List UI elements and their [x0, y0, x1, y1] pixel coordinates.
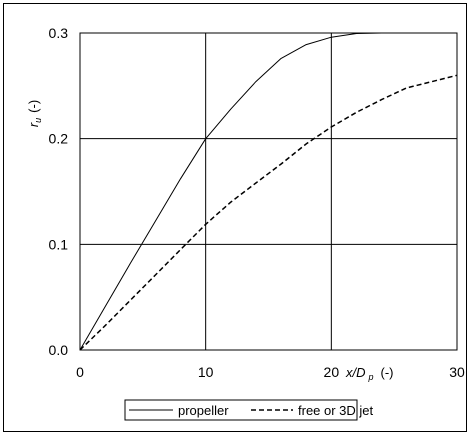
y-tick-label: 0.0 — [49, 342, 69, 358]
y-tick-label: 0.2 — [49, 131, 69, 147]
x-axis-label-main: x/D — [345, 365, 366, 380]
legend-label-propeller: propeller — [178, 403, 229, 418]
x-tick-label: 10 — [198, 364, 214, 380]
grid — [80, 33, 457, 350]
y-tick-label: 0.1 — [49, 236, 69, 252]
tick-labels: 0 10 20 30 0.0 0.1 0.2 0.3 — [49, 25, 465, 380]
legend: propeller free or 3D jet — [124, 399, 374, 421]
y-axis-label: ru (-) — [26, 100, 43, 127]
y-axis-label-unit: (-) — [26, 100, 41, 113]
legend-label-free-jet: free or 3D jet — [298, 403, 374, 418]
x-axis-label-unit: (-) — [381, 365, 394, 380]
series-layer — [79, 32, 458, 351]
x-tick-label: 0 — [76, 364, 84, 380]
x-axis-label-sub: p — [368, 372, 374, 382]
y-axis-label-main: r — [26, 122, 41, 127]
legend-box — [124, 399, 358, 421]
y-axis-label-sub: u — [33, 118, 43, 123]
series-line-propeller — [79, 32, 457, 351]
x-tick-label: 20 — [324, 364, 340, 380]
plot-area — [79, 32, 458, 351]
x-tick-label: 30 — [449, 364, 465, 380]
series-line-free-jet — [79, 74, 458, 351]
x-axis-label: x/D p (-) — [345, 365, 394, 382]
chart-frame — [3, 3, 467, 432]
y-tick-label: 0.3 — [49, 25, 69, 41]
